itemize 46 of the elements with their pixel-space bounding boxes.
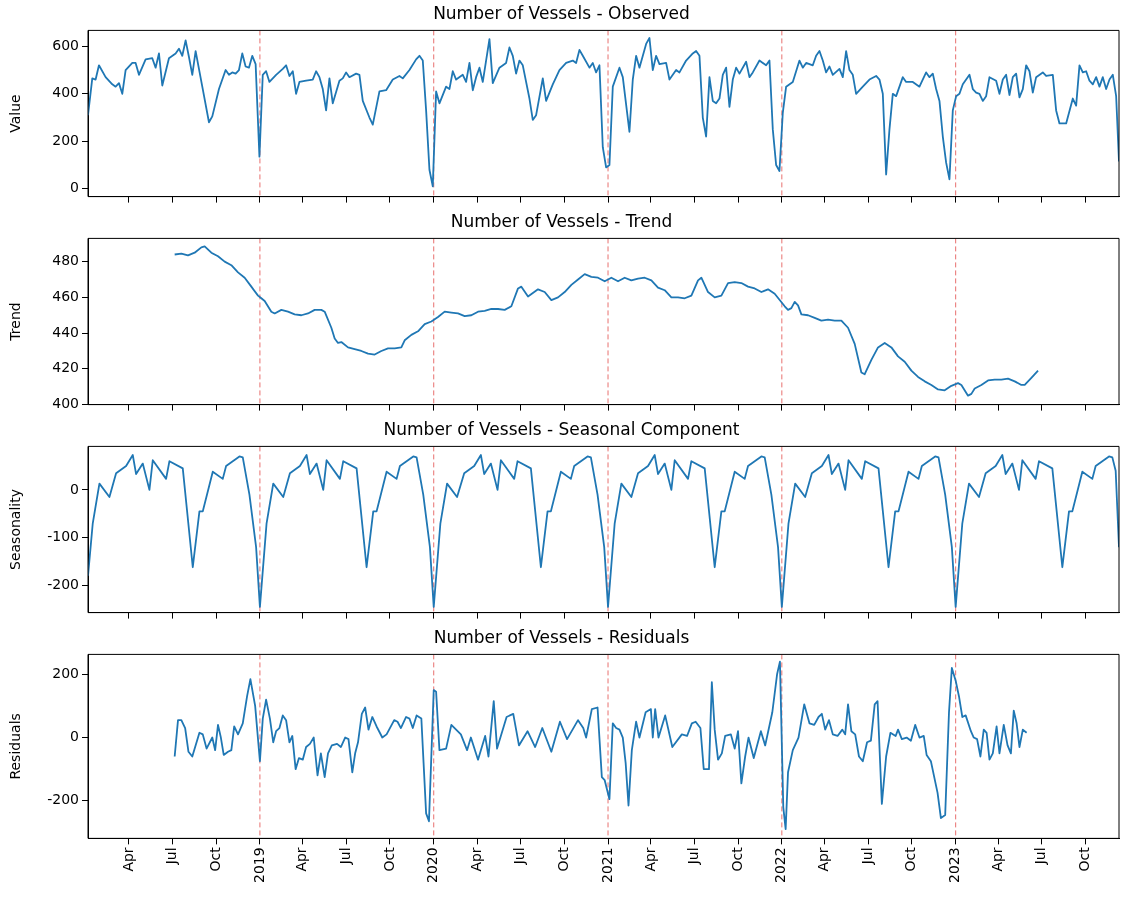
chart-title: Number of Vessels - Observed (433, 2, 690, 23)
x-tick-label: Apr (641, 847, 658, 872)
chart-title: Number of Vessels - Residuals (433, 626, 690, 647)
y-tick-label: 440 (52, 323, 79, 340)
x-tick-label: Oct (728, 846, 745, 872)
chart-title: Number of Vessels - Trend (450, 210, 673, 231)
y-tick-label: -100 (47, 528, 79, 545)
chart-title: Number of Vessels - Seasonal Component (383, 418, 740, 439)
x-tick-label: 2022 (772, 847, 789, 884)
y-axis-title: Residuals (7, 713, 24, 780)
y-axis-title: Seasonality (7, 489, 24, 570)
x-tick-label: Apr (815, 847, 832, 872)
x-tick-label: Oct (554, 846, 571, 872)
y-tick-label: 420 (52, 359, 79, 376)
x-tick-label: Jul (858, 847, 875, 866)
x-tick-label: 2021 (598, 847, 615, 884)
x-tick-label: Oct (380, 846, 397, 872)
y-axis-title: Value (7, 94, 24, 133)
y-tick-label: 200 (52, 131, 79, 148)
x-tick-label: 2020 (424, 847, 441, 884)
y-tick-label: 480 (52, 252, 79, 269)
x-tick-label: Jul (162, 847, 179, 866)
x-tick-label: Jul (336, 847, 353, 866)
x-tick-label: Oct (1076, 846, 1093, 872)
x-tick-label: Apr (119, 847, 136, 872)
x-tick-label: 2023 (946, 847, 963, 884)
x-tick-label: 2019 (250, 847, 267, 884)
y-tick-label: 0 (70, 480, 79, 497)
x-tick-label: Apr (293, 847, 310, 872)
x-tick-label: Jul (684, 847, 701, 866)
x-tick-label: Oct (902, 846, 919, 872)
y-tick-label: 600 (52, 36, 79, 53)
x-tick-label: Apr (989, 847, 1006, 872)
x-tick-label: Oct (206, 846, 223, 872)
y-tick-label: 0 (70, 179, 79, 196)
y-tick-label: 0 (70, 728, 79, 745)
y-tick-label: 200 (52, 664, 79, 681)
y-tick-label: 400 (52, 395, 79, 412)
y-tick-label: 400 (52, 84, 79, 101)
y-tick-label: 460 (52, 288, 79, 305)
x-tick-label: Apr (467, 847, 484, 872)
x-tick-label: Jul (1032, 847, 1049, 866)
y-tick-label: -200 (47, 576, 79, 593)
y-axis-title: Trend (7, 302, 24, 342)
y-tick-label: -200 (47, 791, 79, 808)
x-tick-label: Jul (511, 847, 528, 866)
